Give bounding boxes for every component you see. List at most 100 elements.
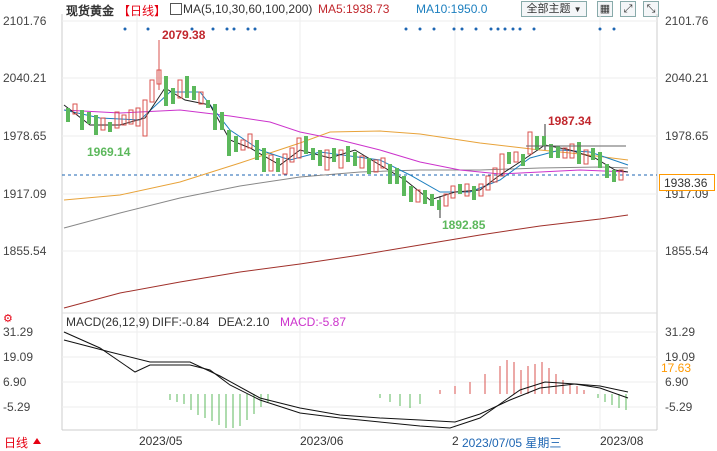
- candle: [220, 112, 224, 130]
- high-marker-1: 2079.38: [162, 28, 206, 42]
- macd-tick-left: 6.90: [3, 375, 27, 389]
- candle: [359, 155, 365, 169]
- macd-tick-right: 6.90: [665, 375, 689, 389]
- candle: [121, 114, 127, 126]
- candle: [332, 148, 336, 162]
- candle: [318, 150, 322, 166]
- candle: [513, 151, 519, 163]
- candle: [618, 169, 624, 181]
- current-price-box: 1938.36: [659, 174, 715, 191]
- candle: [562, 147, 568, 159]
- period-tab[interactable]: 日线: [4, 436, 29, 450]
- candle: [380, 157, 386, 169]
- price-tick-right: 2101.76: [665, 14, 709, 28]
- candle: [367, 158, 371, 174]
- candle: [177, 79, 183, 99]
- candle: [227, 130, 231, 156]
- price-gridlines: [62, 14, 657, 430]
- candle: [255, 140, 259, 160]
- macd-diff-line: [63, 331, 629, 429]
- candle: [311, 148, 315, 160]
- candle: [373, 159, 379, 173]
- macd-dea: DEA:2.10: [218, 315, 270, 329]
- price-tick-left: 2040.21: [3, 71, 47, 85]
- candle: [549, 144, 553, 158]
- macd-tick-right: -5.29: [665, 400, 693, 414]
- candle: [395, 168, 399, 184]
- event-markers: [123, 27, 616, 31]
- price-tick-left: 1855.54: [3, 244, 47, 258]
- x-tick-label: 2: [452, 434, 459, 448]
- x-tick-label: 2023/06: [300, 434, 344, 448]
- candle: [156, 69, 162, 85]
- candle: [135, 107, 141, 127]
- candle: [353, 152, 357, 166]
- expand-icon[interactable]: ⤢: [620, 1, 636, 17]
- collapse-icon[interactable]: ⤡: [643, 1, 659, 17]
- candle: [437, 200, 441, 210]
- candle: [87, 112, 91, 124]
- ma-params[interactable]: MA(5,10,30,60,100,200): [183, 2, 313, 16]
- candle: [458, 184, 462, 194]
- candle: [415, 189, 421, 203]
- price-tick-left: 2101.76: [3, 14, 47, 28]
- caret-up-icon[interactable]: [33, 438, 41, 444]
- macd-current: 17.63: [661, 361, 692, 375]
- candle: [234, 136, 238, 152]
- macd-tick-left: 19.09: [3, 350, 34, 364]
- current-price: 1938.36: [664, 176, 708, 190]
- low-marker-2: 1892.85: [442, 218, 486, 232]
- candle: [612, 170, 616, 182]
- candle: [171, 88, 175, 104]
- candle: [262, 148, 266, 172]
- candle: [583, 149, 589, 165]
- theme-dropdown-label: 全部主题: [526, 3, 571, 15]
- candle: [450, 185, 456, 199]
- macd-tick-left: 31.29: [3, 325, 34, 339]
- chevron-down-icon: ▼: [573, 5, 582, 14]
- ma-icon[interactable]: [170, 3, 182, 15]
- candle: [409, 186, 413, 202]
- candle: [388, 164, 392, 184]
- candle: [142, 99, 148, 137]
- macd-tick-left: -5.29: [3, 400, 31, 414]
- candle: [605, 164, 609, 178]
- candle: [268, 154, 274, 172]
- candle: [247, 133, 253, 149]
- price-tick-right: 2040.21: [665, 71, 709, 85]
- macd-tick-right: 19.09: [665, 350, 696, 364]
- price-tick-right: 1978.65: [665, 129, 709, 143]
- candle: [556, 146, 560, 158]
- ma60-line: [63, 130, 629, 201]
- candle: [149, 79, 155, 103]
- candle: [206, 100, 210, 108]
- candle: [443, 193, 449, 207]
- macd-params[interactable]: MACD(26,12,9): [66, 315, 150, 329]
- candle: [485, 175, 491, 191]
- candle: [472, 186, 476, 200]
- x-tick-label: 2023/08: [600, 434, 644, 448]
- macd-value: MACD:-5.87: [280, 315, 347, 329]
- ma200-line: [63, 214, 629, 309]
- grid-icon[interactable]: ▦: [597, 1, 613, 17]
- candle: [499, 153, 505, 177]
- low-marker-1: 1969.14: [87, 145, 131, 159]
- candle: [66, 108, 70, 122]
- settings-icon[interactable]: ⚙: [3, 313, 13, 325]
- candle: [535, 136, 539, 150]
- ma100-line: [63, 166, 629, 229]
- period-label[interactable]: 【日线】: [118, 4, 167, 18]
- ma10-value: MA10:1950.0: [416, 2, 488, 16]
- candle: [296, 137, 302, 159]
- theme-dropdown[interactable]: 全部主题 ▼: [521, 1, 587, 17]
- candle: [128, 109, 134, 125]
- candle: [192, 86, 196, 100]
- candle: [198, 91, 204, 105]
- candle: [542, 136, 546, 146]
- price-tick-left: 1917.09: [3, 187, 47, 201]
- macd-diff: DIFF:-0.84: [152, 315, 210, 329]
- candle: [304, 136, 308, 154]
- price-tick-left: 1978.65: [3, 129, 47, 143]
- candle: [346, 146, 350, 162]
